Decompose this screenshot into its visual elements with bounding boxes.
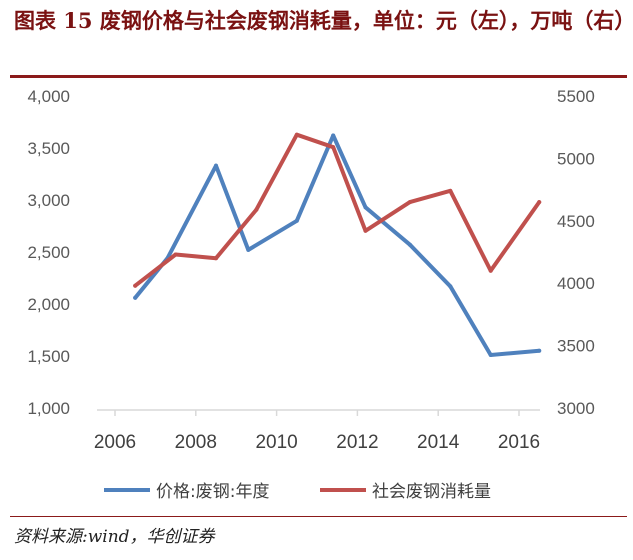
right-axis: 3000 3500 4000 4500 5000 5500 [557,87,595,418]
chart-title: 图表 15 废钢价格与社会废钢消耗量，单位：元（左），万吨（右） [14,8,633,33]
series-1-point [173,252,178,257]
x-tick-label: 2010 [255,432,297,453]
series-1-point [363,228,368,233]
line-chart: 1,000 1,500 2,000 2,500 3,000 3,500 4,000 3000… [27,87,595,502]
series-0-point [363,205,368,210]
right-tick-label: 4000 [557,274,595,293]
left-tick-label: 1,000 [27,399,70,418]
series-1-point [407,200,412,205]
series-0-point [246,247,251,252]
x-tick-label: 2016 [498,432,540,453]
left-tick-label: 3,000 [27,191,70,210]
right-tick-label: 5000 [557,149,595,168]
series-0-point [294,218,299,223]
legend: 价格:废钢:年度 社会废钢消耗量 [104,482,491,502]
left-tick-label: 1,500 [27,347,70,366]
series-1-point [537,200,542,205]
series-1-point [254,207,259,212]
series-1-point [214,256,218,261]
x-axis: 2006 2008 2010 2012 2014 2016 [94,410,540,453]
right-tick-label: 3500 [557,337,595,356]
left-tick-label: 2,500 [27,243,70,262]
series-0-point [488,352,493,357]
left-tick-label: 2,000 [27,295,70,314]
x-tick-label: 2006 [94,432,136,453]
left-axis: 1,000 1,500 2,000 2,500 3,000 3,500 4,000 [27,87,70,418]
left-tick-label: 4,000 [27,87,70,106]
series-group [133,132,542,357]
right-tick-label: 3000 [557,399,595,418]
series-1-point [294,132,299,137]
title-divider [10,75,627,78]
series-1-point [448,188,453,193]
series-0-point [448,284,453,289]
right-tick-label: 5500 [557,87,595,106]
series-1-point [488,268,493,273]
series-0-point [537,348,542,353]
series-1-point [331,145,336,150]
x-tick-label: 2008 [175,432,217,453]
source-divider [10,516,627,517]
series-0-point [331,133,336,138]
source-note: 资料来源:wind，华创证券 [14,527,215,547]
series-0-point [214,163,218,168]
x-tick-label: 2012 [336,432,378,453]
series-0-point [407,242,412,247]
x-tick-label: 2014 [417,432,460,453]
right-tick-label: 4500 [557,212,595,231]
left-tick-label: 3,500 [27,139,70,158]
series-1-point [133,283,138,288]
legend-label: 价格:废钢:年度 [156,482,269,502]
series-0-point [133,295,138,300]
series-line-1 [133,132,542,288]
legend-label: 社会废钢消耗量 [372,482,491,502]
